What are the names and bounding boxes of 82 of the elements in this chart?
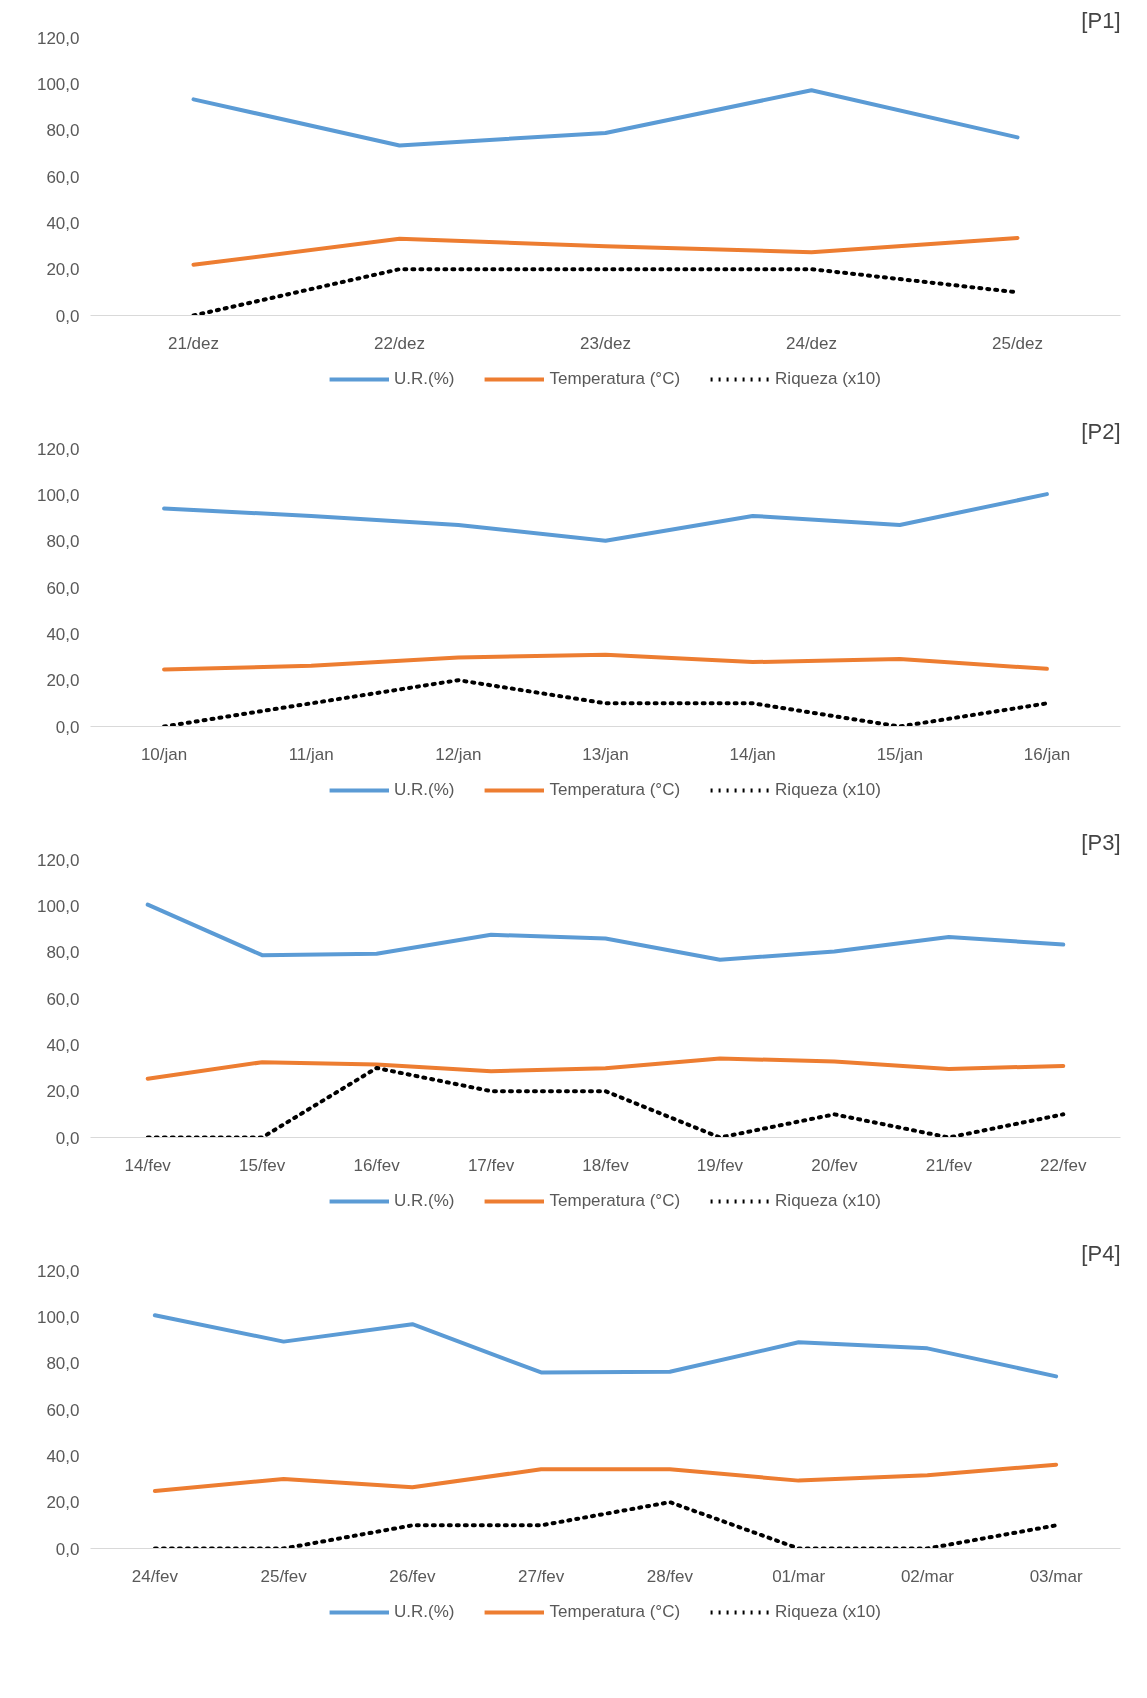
x-tick-label: 19/fev xyxy=(696,1155,744,1175)
line-series xyxy=(191,235,1020,267)
x-tick-label: 25/fev xyxy=(260,1566,308,1586)
x-tick-label: 01/mar xyxy=(772,1566,826,1586)
line-series xyxy=(162,652,1049,672)
chart-title: [P4] xyxy=(1081,1240,1121,1266)
x-tick-label: 10/jan xyxy=(140,744,188,764)
chart-title: [P2] xyxy=(1081,418,1121,444)
line-series xyxy=(162,492,1049,543)
y-tick-label: 60,0 xyxy=(46,989,80,1009)
x-tick-label: 02/mar xyxy=(900,1566,955,1586)
y-tick-label: 60,0 xyxy=(46,167,80,187)
line-series xyxy=(191,88,1020,148)
y-tick-label: 80,0 xyxy=(46,943,80,963)
line-series xyxy=(145,902,1066,962)
y-tick-label: 0,0 xyxy=(55,717,80,737)
x-tick-label: 15/fev xyxy=(239,1155,286,1175)
x-tick-label: 16/jan xyxy=(1023,744,1071,764)
x-tick-label: 16/fev xyxy=(353,1155,401,1175)
y-tick-label: 120,0 xyxy=(36,1261,80,1281)
y-tick-label: 20,0 xyxy=(46,1493,80,1513)
y-tick-label: 20,0 xyxy=(46,671,80,691)
y-tick-label: 80,0 xyxy=(46,121,80,141)
x-tick-label: 12/jan xyxy=(435,744,482,764)
x-tick-label: 20/fev xyxy=(811,1155,859,1175)
x-tick-label: 27/fev xyxy=(517,1566,565,1586)
y-tick-label: 120,0 xyxy=(36,28,80,48)
x-tick-label: 14/fev xyxy=(124,1155,172,1175)
chart-title: [P3] xyxy=(1081,829,1121,855)
y-tick-label: 100,0 xyxy=(36,74,80,94)
y-tick-label: 120,0 xyxy=(36,439,80,459)
x-tick-label: 21/fev xyxy=(925,1155,973,1175)
legend-label: U.R.(%) xyxy=(394,1602,455,1622)
y-tick-label: 60,0 xyxy=(46,1400,80,1420)
y-tick-label: 0,0 xyxy=(55,306,80,326)
legend-label: Temperatura (°C) xyxy=(549,369,681,389)
chart-title: [P1] xyxy=(1081,7,1121,33)
y-tick-label: 0,0 xyxy=(55,1128,80,1148)
y-tick-label: 100,0 xyxy=(36,1307,80,1327)
x-tick-label: 26/fev xyxy=(389,1566,437,1586)
y-tick-label: 40,0 xyxy=(46,1035,80,1055)
x-tick-label: 17/fev xyxy=(467,1155,515,1175)
x-tick-label: 28/fev xyxy=(646,1566,694,1586)
x-tick-label: 14/jan xyxy=(729,744,776,764)
legend-label: U.R.(%) xyxy=(394,1191,455,1211)
legend-label: Riqueza (x10) xyxy=(775,1191,881,1211)
y-tick-label: 40,0 xyxy=(46,1446,80,1466)
legend-label: Temperatura (°C) xyxy=(549,1191,681,1211)
y-tick-label: 80,0 xyxy=(46,532,80,552)
x-tick-label: 11/jan xyxy=(288,744,334,764)
x-tick-label: 24/fev xyxy=(131,1566,179,1586)
legend-label: Temperatura (°C) xyxy=(549,780,681,800)
x-tick-label: 13/jan xyxy=(582,744,629,764)
y-tick-label: 20,0 xyxy=(46,260,80,280)
x-tick-label: 15/jan xyxy=(876,744,923,764)
line-series xyxy=(145,1056,1066,1081)
y-tick-label: 60,0 xyxy=(46,578,80,598)
y-tick-label: 100,0 xyxy=(36,485,80,505)
line-series xyxy=(145,1066,1066,1138)
legend-label: Riqueza (x10) xyxy=(775,369,881,389)
legend-label: Riqueza (x10) xyxy=(775,1602,881,1622)
y-tick-label: 0,0 xyxy=(55,1539,80,1559)
x-tick-label: 22/dez xyxy=(373,333,426,353)
line-series xyxy=(152,1313,1059,1379)
x-tick-label: 03/mar xyxy=(1029,1566,1083,1586)
y-tick-label: 40,0 xyxy=(46,624,80,644)
x-tick-label: 25/dez xyxy=(991,333,1044,353)
x-tick-label: 24/dez xyxy=(785,333,838,353)
y-tick-label: 80,0 xyxy=(46,1354,80,1374)
y-tick-label: 100,0 xyxy=(36,896,80,916)
legend-label: Riqueza (x10) xyxy=(775,780,881,800)
legend-label: U.R.(%) xyxy=(394,369,455,389)
y-tick-label: 40,0 xyxy=(46,213,80,233)
x-tick-label: 23/dez xyxy=(579,333,632,353)
x-tick-label: 22/fev xyxy=(1040,1155,1087,1175)
legend-label: Temperatura (°C) xyxy=(549,1602,681,1622)
y-tick-label: 120,0 xyxy=(36,850,80,870)
y-tick-label: 20,0 xyxy=(46,1082,80,1102)
x-tick-label: 21/dez xyxy=(167,333,220,353)
x-tick-label: 18/fev xyxy=(582,1155,630,1175)
legend-label: U.R.(%) xyxy=(394,780,455,800)
line-series xyxy=(152,1462,1059,1494)
